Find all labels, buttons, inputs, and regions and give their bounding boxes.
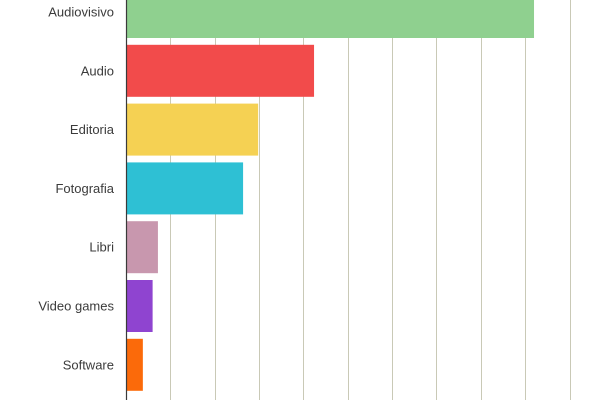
category-label: Libri	[89, 240, 114, 255]
category-label: Editoria	[70, 122, 115, 137]
bar-audio	[126, 44, 315, 97]
bar-editoria	[126, 103, 259, 156]
bars	[126, 0, 535, 391]
category-label: Audio	[81, 63, 114, 78]
bar-video-games	[126, 280, 153, 332]
bar-software	[126, 338, 143, 391]
category-label: Video games	[38, 299, 114, 314]
category-labels: Audiovisivo Audio Editoria Fotografia Libri V…	[38, 5, 114, 373]
bar-fotografia	[126, 162, 244, 215]
bar-audiovisivo	[126, 0, 535, 38]
category-label: Audiovisivo	[48, 5, 114, 20]
category-label: Software	[63, 357, 114, 372]
bar-libri	[126, 221, 158, 274]
category-label: Fotografia	[55, 181, 114, 196]
